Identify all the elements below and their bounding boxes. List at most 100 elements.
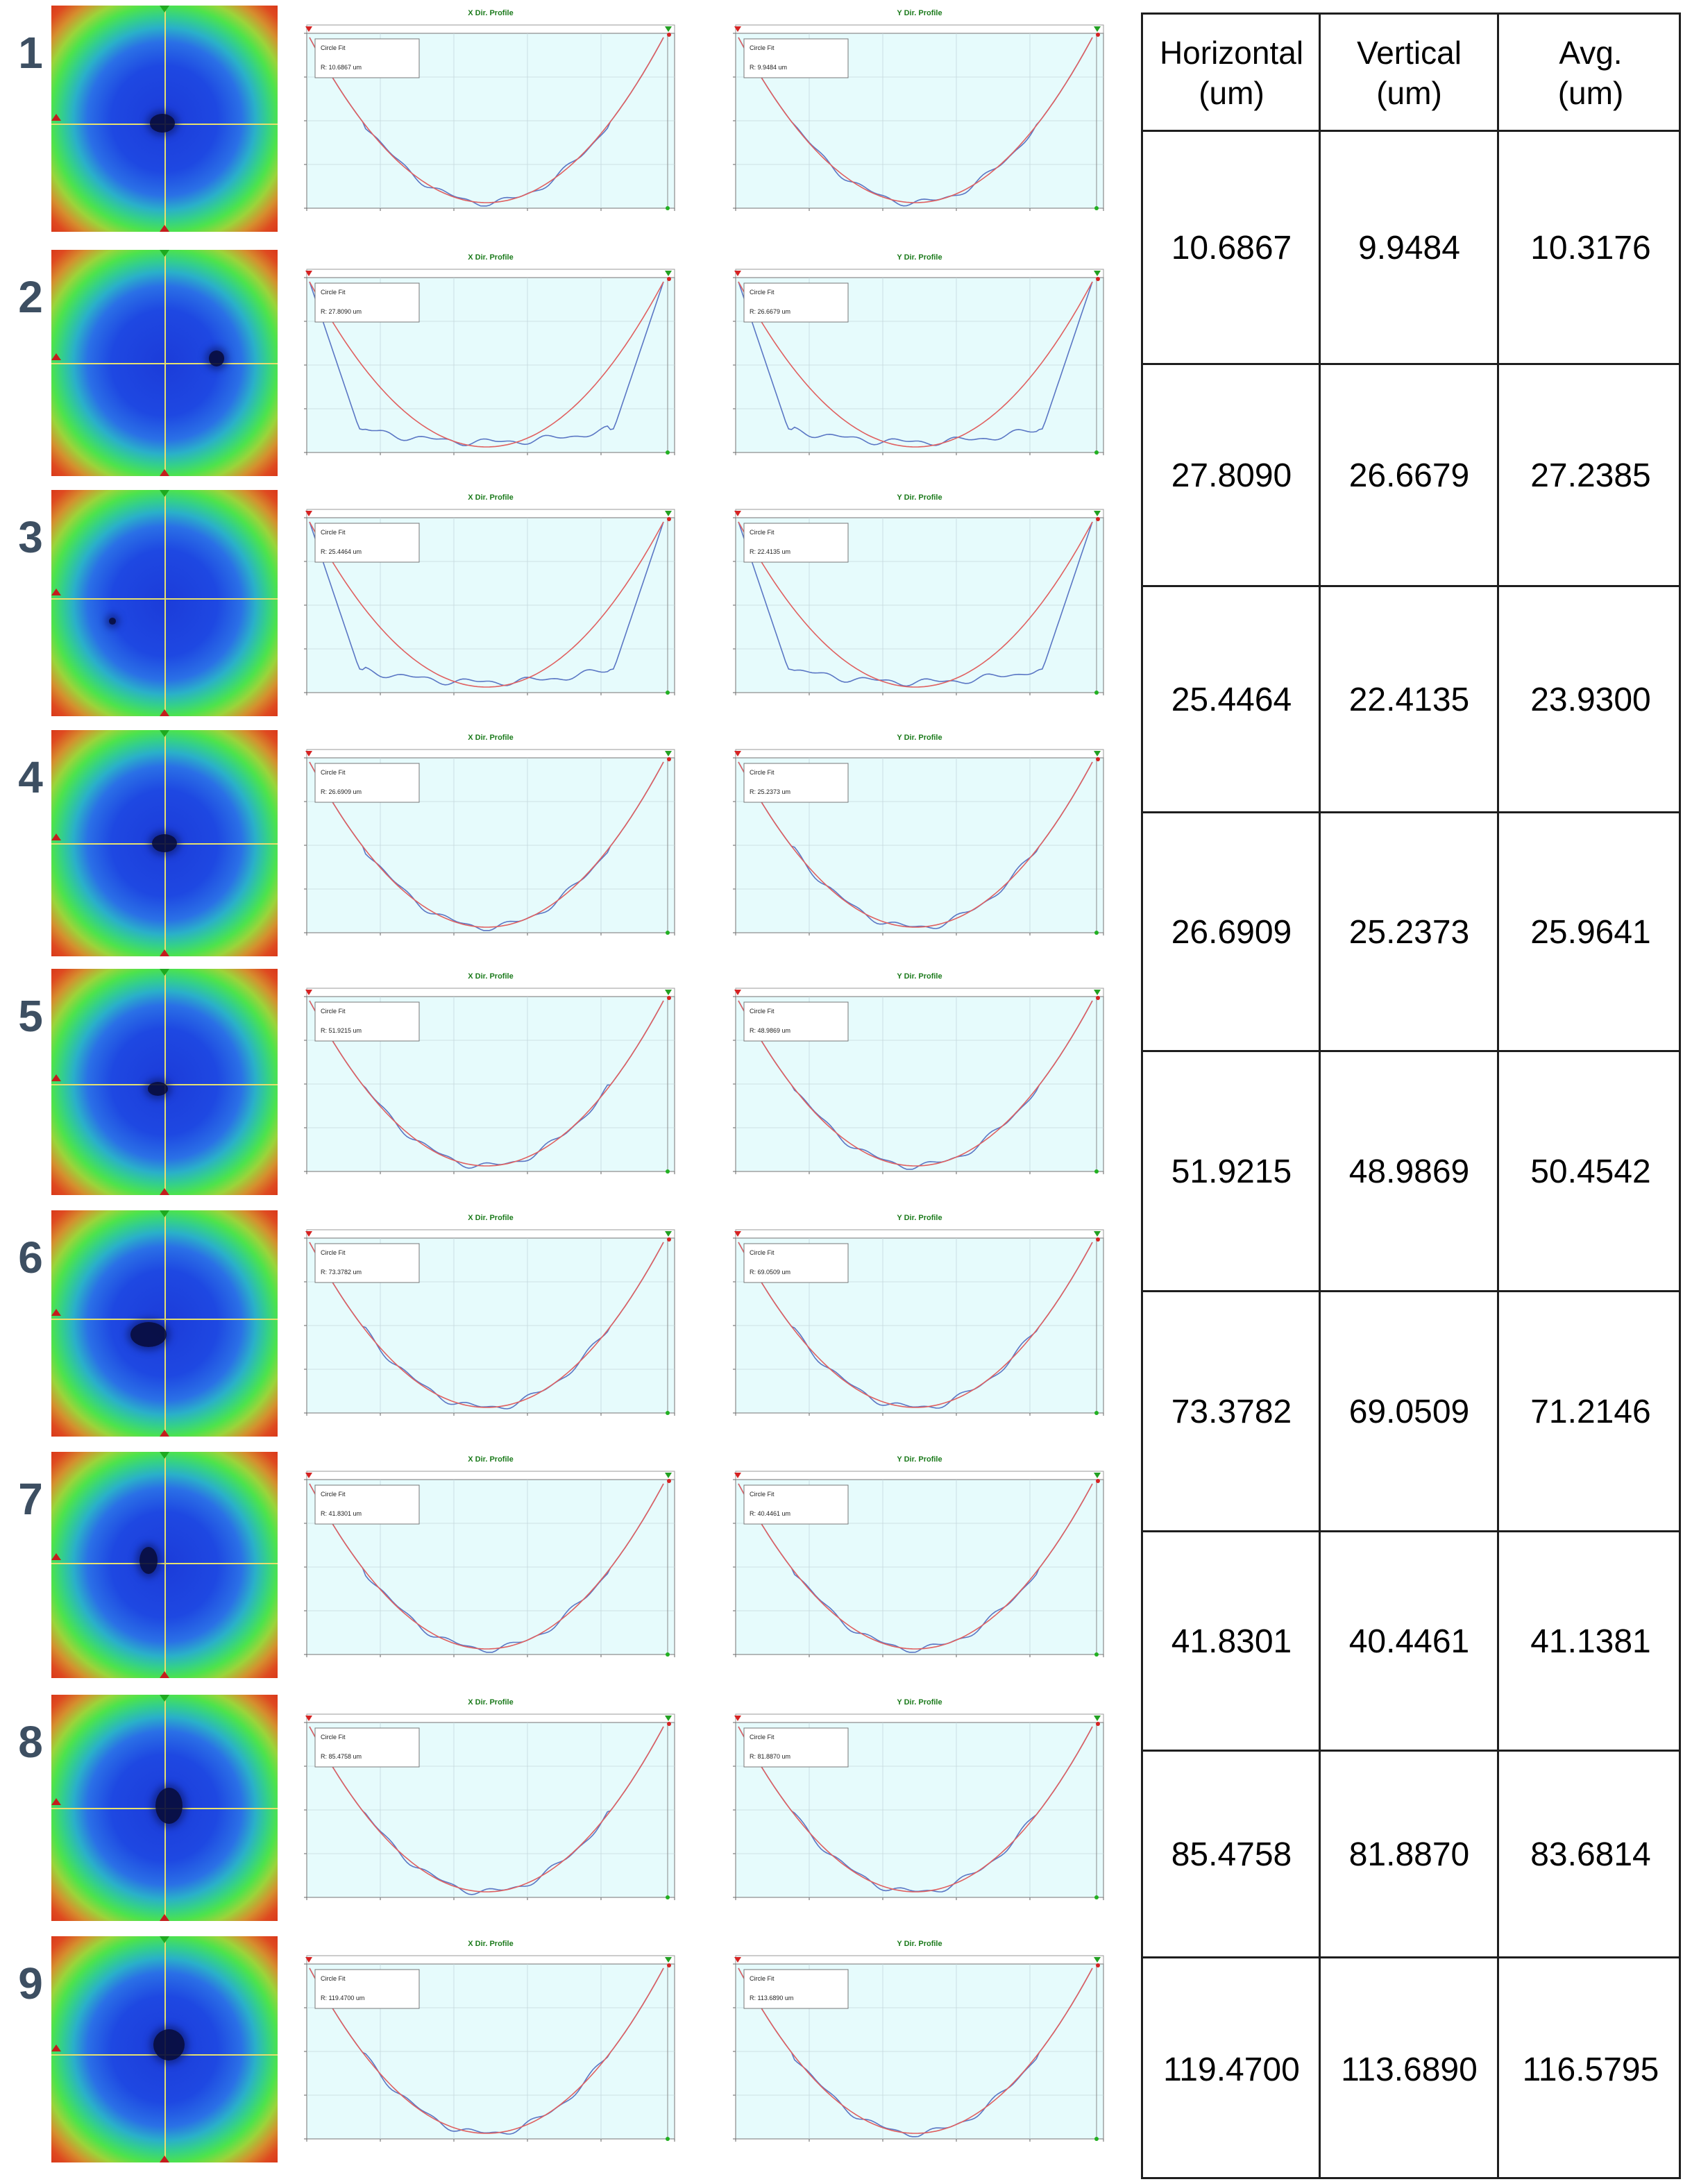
table-cell-vertical: 22.4135 xyxy=(1348,681,1470,718)
x-profile-plot: X Dir. Profile Circle Fit R: 26.6909 um xyxy=(287,730,704,959)
circle-fit-line xyxy=(309,281,664,448)
fit-legend-value: R: 81.8870 um xyxy=(750,1753,790,1760)
table-cell-avg: 50.4542 xyxy=(1530,1153,1651,1190)
x-profile-plot: X Dir. Profile Circle Fit R: 41.8301 um xyxy=(287,1452,704,1681)
plot-title: X Dir. Profile xyxy=(468,972,513,981)
row-number: 8 xyxy=(18,1717,43,1767)
table-cell-horizontal: 27.8090 xyxy=(1171,457,1292,494)
defect-spot xyxy=(208,350,225,366)
red-triangle-marker-icon xyxy=(51,1309,61,1317)
defect-spot xyxy=(152,833,177,853)
fit-legend-label: Circle Fit xyxy=(321,529,346,536)
surface-height-map xyxy=(51,1452,278,1678)
green-triangle-marker-icon xyxy=(1094,751,1101,756)
table-header-cell: Vertical (um) xyxy=(1357,35,1462,111)
fit-legend-box xyxy=(743,1484,849,1525)
fit-legend-box xyxy=(743,1969,849,2009)
fit-legend-label: Circle Fit xyxy=(321,1734,346,1741)
y-profile-plot: Y Dir. Profile Circle Fit R: 9.9484 um xyxy=(716,6,1133,235)
table-cell-avg: 71.2146 xyxy=(1530,1393,1651,1430)
measured-profile-line xyxy=(309,1242,664,1410)
red-triangle-marker-icon xyxy=(305,511,312,516)
surface-height-map xyxy=(51,1210,278,1437)
profile-plot-svg: X Dir. Profile Circle Fit R: 10.6867 um xyxy=(304,9,675,211)
measured-profile-line xyxy=(309,761,664,931)
table-cell-horizontal: 41.8301 xyxy=(1171,1623,1292,1660)
plot-title: Y Dir. Profile xyxy=(897,493,942,502)
profile-plot-svg: Y Dir. Profile Circle Fit R: 113.6890 um xyxy=(733,1940,1104,2142)
profile-plot-svg: Y Dir. Profile Circle Fit R: 81.8870 um xyxy=(733,1698,1104,1900)
fit-legend-box xyxy=(314,1969,420,2009)
circle-fit-line xyxy=(309,1483,664,1650)
red-triangle-marker-icon xyxy=(734,751,741,756)
red-dot-icon xyxy=(667,757,671,761)
fit-legend-box xyxy=(314,1001,420,1042)
crosshair-vertical xyxy=(164,969,166,1195)
fit-legend-box xyxy=(314,763,420,803)
table-cell-vertical: 40.4461 xyxy=(1348,1623,1470,1660)
table-cell-horizontal: 85.4758 xyxy=(1171,1836,1292,1873)
table-cell-horizontal: 26.6909 xyxy=(1171,913,1292,951)
red-triangle-marker-icon xyxy=(160,490,169,497)
surface-height-map xyxy=(51,490,278,716)
green-triangle-marker-icon xyxy=(1094,1716,1101,1721)
measured-profile-line xyxy=(309,1726,664,1895)
fit-legend-label: Circle Fit xyxy=(750,44,775,51)
fit-legend-label: Circle Fit xyxy=(750,1975,775,1982)
red-triangle-marker-icon xyxy=(160,1452,169,1459)
fit-legend-value: R: 48.9869 um xyxy=(750,1027,790,1034)
table-cell-avg: 10.3176 xyxy=(1530,229,1651,266)
green-dot-icon xyxy=(1094,450,1099,455)
fit-legend-box xyxy=(314,1484,420,1525)
profile-plot-svg: X Dir. Profile Circle Fit R: 41.8301 um xyxy=(304,1455,675,1657)
green-dot-icon xyxy=(666,691,670,695)
crosshair-vertical xyxy=(164,490,166,716)
fit-legend-label: Circle Fit xyxy=(321,44,346,51)
table-row-divider xyxy=(1143,811,1679,813)
circle-fit-line xyxy=(309,1967,664,2134)
red-triangle-marker-icon xyxy=(51,589,61,596)
fit-legend-label: Circle Fit xyxy=(321,1491,346,1498)
row-number: 5 xyxy=(18,991,43,1041)
green-dot-icon xyxy=(1094,1652,1099,1657)
profile-plot-svg: Y Dir. Profile Circle Fit R: 69.0509 um xyxy=(733,1214,1104,1416)
fit-legend-value: R: 25.2373 um xyxy=(750,788,790,795)
fit-legend-value: R: 26.6679 um xyxy=(750,308,790,315)
y-profile-plot: Y Dir. Profile Circle Fit R: 26.6679 um xyxy=(716,250,1133,479)
measured-profile-line xyxy=(738,761,1093,929)
plot-top-bar xyxy=(735,1229,1104,1239)
green-dot-icon xyxy=(1094,1411,1099,1415)
red-dot-icon xyxy=(1096,1479,1100,1483)
y-profile-plot: Y Dir. Profile Circle Fit R: 48.9869 um xyxy=(716,969,1133,1198)
fit-legend-label: Circle Fit xyxy=(750,769,775,776)
red-dot-icon xyxy=(1096,1722,1100,1726)
table-row-divider xyxy=(1143,1530,1679,1532)
red-dot-icon xyxy=(1096,277,1100,281)
defect-spot xyxy=(109,618,116,625)
green-dot-icon xyxy=(1094,1895,1099,1899)
plot-top-bar xyxy=(306,1955,675,1965)
green-triangle-marker-icon xyxy=(1094,1473,1101,1478)
circle-fit-line xyxy=(309,1242,664,1408)
red-dot-icon xyxy=(1096,33,1100,37)
green-triangle-marker-icon xyxy=(665,511,672,516)
plot-top-bar xyxy=(735,1955,1104,1965)
defect-spot xyxy=(155,1787,183,1824)
fit-legend-box xyxy=(314,38,420,78)
red-dot-icon xyxy=(1096,757,1100,761)
fit-legend-value: R: 26.6909 um xyxy=(321,788,362,795)
table-row-divider xyxy=(1143,363,1679,365)
fit-legend-box xyxy=(314,523,420,563)
measured-profile-line xyxy=(738,521,1093,687)
red-triangle-marker-icon xyxy=(305,1473,312,1478)
crosshair-vertical xyxy=(164,1452,166,1678)
red-triangle-marker-icon xyxy=(734,511,741,516)
fit-legend-label: Circle Fit xyxy=(321,1249,346,1256)
table-cell-horizontal: 73.3782 xyxy=(1171,1393,1292,1430)
fit-legend-value: R: 9.9484 um xyxy=(750,64,787,71)
y-profile-plot: Y Dir. Profile Circle Fit R: 25.2373 um xyxy=(716,730,1133,959)
crosshair-vertical xyxy=(164,250,166,476)
red-triangle-marker-icon xyxy=(734,1231,741,1237)
defect-spot xyxy=(130,1322,167,1348)
